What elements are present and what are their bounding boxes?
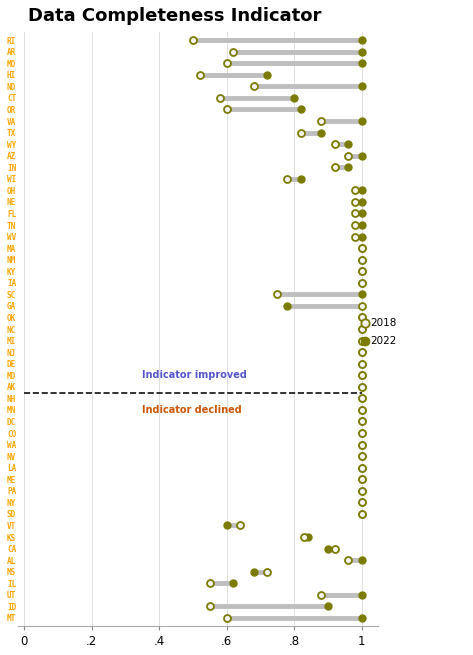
Text: 2022: 2022 — [370, 335, 396, 346]
Text: Data Completeness Indicator: Data Completeness Indicator — [28, 7, 322, 25]
Text: 2018: 2018 — [370, 318, 396, 328]
Text: Indicator declined: Indicator declined — [142, 405, 242, 415]
Text: Indicator improved: Indicator improved — [142, 370, 247, 381]
